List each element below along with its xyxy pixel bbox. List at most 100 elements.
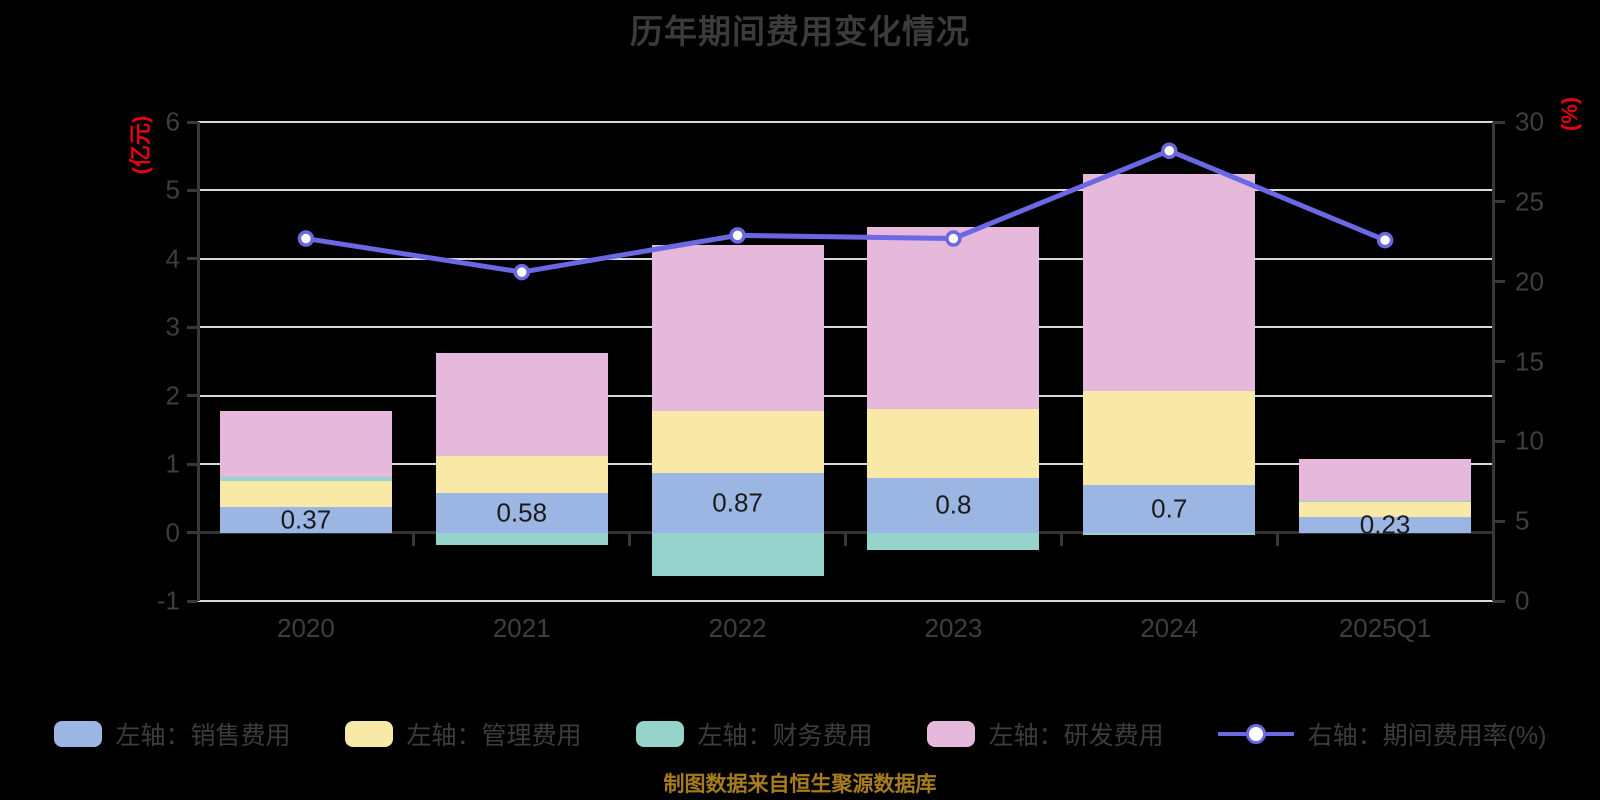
bar-segment (1299, 516, 1472, 533)
left-axis-tick (187, 188, 198, 192)
x-axis-tick (844, 532, 847, 546)
left-axis-tick (187, 462, 198, 466)
legend-item-series-3[interactable]: 左轴：研发费用 (926, 716, 1164, 752)
legend-swatch-icon (53, 721, 102, 747)
bar-value-label: 0.7 (1151, 493, 1188, 524)
bar-segment (1083, 174, 1256, 391)
legend-swatch-icon (344, 721, 393, 747)
bar-segment (651, 532, 824, 576)
legend-item-series-1[interactable]: 左轴：管理费用 (344, 716, 582, 752)
x-axis-category-label: 2020 (276, 613, 335, 643)
right-axis-tick (1493, 120, 1505, 124)
gridline (198, 257, 1493, 260)
bar-segment (1299, 502, 1472, 517)
x-axis-category-label: 2024 (1140, 613, 1199, 643)
left-axis-tick-label: 6 (165, 106, 180, 137)
x-axis-category-label: 2021 (492, 613, 551, 643)
rate-line (303, 148, 1388, 275)
rate-line-marker (729, 227, 746, 244)
bar-segment (867, 477, 1040, 533)
legend-line-dot (1245, 724, 1266, 744)
left-axis-tick-label: 2 (165, 380, 180, 411)
x-axis-category-label: 2023 (924, 613, 983, 643)
bar-segment (1083, 484, 1256, 533)
chart-title: 历年期间费用变化情况 (630, 13, 970, 50)
legend-line-marker-icon (1217, 721, 1294, 747)
data-source-note: 制图数据来自恒生聚源数据库 (663, 773, 937, 796)
bar-segment (867, 226, 1040, 410)
bar-value-label: 0.37 (280, 504, 332, 535)
legend-item-label: 右轴：期间费用率(%) (1307, 722, 1547, 750)
right-axis-tick (1493, 200, 1505, 204)
bar-segment (867, 409, 1040, 478)
bar-segment (219, 480, 392, 508)
rate-line-marker (945, 230, 962, 247)
bar-segment (1299, 501, 1472, 503)
legend-swatch-icon (635, 721, 684, 747)
bar-value-label: 0.8 (935, 489, 972, 520)
x-axis-tick (412, 532, 416, 546)
legend-swatch-icon (926, 721, 975, 747)
x-axis-tick (1059, 532, 1063, 546)
right-axis-tick-label: 0 (1515, 585, 1530, 616)
bar-segment (219, 477, 392, 481)
gridline (198, 326, 1493, 329)
rate-line-marker (1161, 142, 1178, 159)
bar-segment (435, 353, 608, 456)
x-axis-category-label: 2022 (708, 613, 767, 643)
left-axis-tick-label: -1 (156, 585, 180, 616)
right-axis-tick (1493, 519, 1505, 523)
bar-segment (1083, 390, 1256, 485)
left-axis-tick (187, 394, 198, 398)
left-axis-line (196, 122, 200, 601)
bar-value-label: 0.23 (1359, 509, 1411, 540)
rate-line-marker (1376, 231, 1394, 249)
bar-segment (435, 455, 608, 493)
right-axis-tick (1493, 599, 1505, 603)
bar-segment (651, 410, 824, 474)
x-axis-tick (628, 532, 632, 546)
legend-item-label: 左轴：管理费用 (406, 722, 582, 750)
left-axis-tick (187, 531, 198, 535)
left-axis-tick (187, 599, 198, 603)
rate-line-marker (297, 230, 315, 247)
bar-segment (1299, 458, 1472, 502)
bar-value-label: 0.58 (496, 497, 548, 528)
left-axis-tick (187, 257, 198, 261)
bar-segment (867, 532, 1040, 550)
gridline (198, 394, 1493, 397)
bar-segment (219, 410, 392, 478)
left-axis-tick (187, 120, 198, 124)
right-axis-tick-label: 10 (1515, 425, 1544, 456)
right-axis-line (1491, 122, 1495, 601)
rate-line-marker (513, 263, 530, 281)
legend-item-rate[interactable]: 右轴：期间费用率(%) (1217, 716, 1547, 752)
left-axis-tick-label: 5 (165, 174, 180, 205)
gridline (198, 600, 1493, 602)
bar-segment (651, 245, 824, 411)
gridline (198, 463, 1493, 466)
left-axis-tick-label: 1 (165, 448, 180, 479)
right-axis-tick (1493, 360, 1505, 363)
gridline (198, 121, 1493, 123)
x-axis-category-label: 2025Q1 (1338, 613, 1432, 643)
bar-segment (435, 532, 608, 545)
bar-value-label: 0.87 (712, 487, 763, 518)
legend-item-label: 左轴：财务费用 (697, 722, 873, 750)
legend-item-label: 左轴：研发费用 (988, 722, 1164, 750)
legend-item-series-2[interactable]: 左轴：财务费用 (635, 716, 873, 752)
right-axis-tick-label: 25 (1515, 186, 1544, 217)
right-axis-tick-label: 30 (1515, 106, 1544, 137)
right-axis-tick-label: 5 (1515, 505, 1530, 536)
legend-item-label: 左轴：销售费用 (115, 722, 291, 750)
legend-item-series-0[interactable]: 左轴：销售费用 (53, 716, 291, 752)
bar-segment (219, 507, 392, 533)
right-axis-tick (1493, 439, 1505, 443)
left-axis-tick-label: 0 (165, 517, 180, 548)
bar-segment (1083, 532, 1256, 535)
bar-segment (435, 492, 608, 533)
right-axis-tick (1493, 280, 1505, 284)
